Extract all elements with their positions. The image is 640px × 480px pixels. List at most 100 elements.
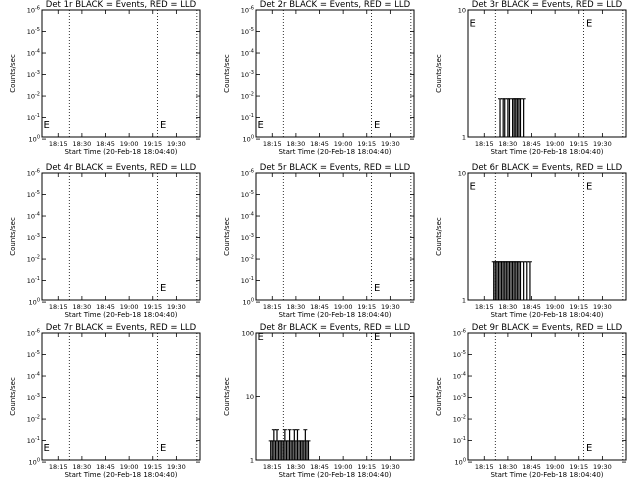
x-tick-label: 19:00 [120, 140, 139, 148]
x-axis-label: Start Time (20-Feb-18 18:04:40) [490, 148, 603, 156]
event-marker: E [258, 332, 264, 343]
histogram-bar [303, 440, 305, 460]
x-tick-label: 18:30 [73, 463, 92, 471]
x-tick-label: 19:15 [357, 463, 376, 471]
y-tick-label: 10-6 [453, 329, 466, 338]
histogram-bar [295, 440, 297, 460]
histogram-bar [298, 440, 300, 460]
x-tick-label: 19:00 [546, 303, 565, 311]
x-tick-label: 18:15 [49, 303, 68, 311]
x-tick-label: 19:30 [381, 303, 400, 311]
histogram-bar [300, 440, 302, 460]
x-tick-label: 18:45 [310, 463, 329, 471]
y-tick-label: 10-4 [27, 212, 40, 221]
y-tick-label: 10-5 [241, 27, 254, 36]
histogram-bar [270, 440, 272, 460]
plot-frame [255, 9, 415, 138]
x-tick-label: 19:30 [167, 140, 186, 148]
x-tick-label: 18:45 [96, 303, 115, 311]
histogram-bar [285, 440, 288, 460]
chart-title: Det 4r BLACK = Events, RED = LLD [46, 163, 197, 173]
y-tick-label: 10-1 [241, 113, 254, 122]
x-tick-label: 18:15 [475, 303, 494, 311]
histogram-bar [513, 98, 515, 137]
chart-panel-7: Det 7r BLACK = Events, RED = LLD 18:15 18:… [9, 323, 201, 479]
x-tick-label: 18:30 [73, 140, 92, 148]
y-tick-label: 1 [250, 457, 254, 465]
x-tick-label: 19:00 [120, 463, 139, 471]
x-tick-label: 18:30 [499, 140, 518, 148]
y-tick-label: 10-1 [453, 436, 466, 445]
event-marker: E [374, 332, 380, 343]
histogram-bar [502, 98, 504, 137]
x-tick-label: 18:15 [49, 140, 68, 148]
event-marker: E [258, 120, 264, 131]
x-tick-label: 19:30 [167, 463, 186, 471]
histogram-bar [513, 261, 515, 300]
histogram-bar [507, 261, 509, 300]
x-axis-label: Start Time (20-Feb-18 18:04:40) [278, 311, 391, 319]
histogram-bar [519, 98, 522, 137]
x-tick-label: 18:15 [49, 463, 68, 471]
histogram-bar [281, 440, 283, 460]
y-axis-label: Counts/sec [223, 377, 231, 416]
histogram-bar [500, 261, 503, 300]
x-tick-label: 18:30 [287, 463, 306, 471]
y-axis-label: Counts/sec [435, 217, 443, 256]
event-marker: E [44, 120, 50, 131]
chart-panel-8: Det 8r BLACK = Events, RED = LLD 18:15 18:… [223, 323, 415, 479]
y-tick-label: 10-3 [27, 70, 40, 79]
chart-title: Det 6r BLACK = Events, RED = LLD [472, 163, 623, 173]
x-tick-label: 19:30 [381, 140, 400, 148]
x-tick-label: 19:30 [593, 303, 612, 311]
x-tick-label: 19:15 [143, 303, 162, 311]
chart-panel-9: Det 9r BLACK = Events, RED = LLD 18:15 18:… [435, 323, 627, 479]
x-axis-label: Start Time (20-Feb-18 18:04:40) [490, 471, 603, 479]
y-tick-label: 10-4 [453, 372, 466, 381]
histogram-bar [276, 429, 278, 460]
y-tick-label: 10-3 [241, 233, 254, 242]
x-tick-label: 18:15 [263, 303, 282, 311]
histogram-bar [284, 429, 286, 460]
y-tick-label: 10-3 [27, 393, 40, 402]
y-tick-label: 10-2 [27, 415, 40, 424]
histogram-bar [504, 261, 506, 300]
chart-panel-4: Det 4r BLACK = Events, RED = LLD 18:15 18:… [9, 163, 201, 319]
chart-panel-1: Det 1r BLACK = Events, RED = LLD 18:15 18:… [9, 0, 201, 156]
x-tick-label: 19:00 [334, 140, 353, 148]
histogram-bar [523, 98, 525, 137]
histogram-bar [296, 429, 299, 460]
histogram-bar [515, 98, 517, 137]
y-tick-label: 100 [455, 458, 466, 467]
histogram-bar [516, 261, 518, 300]
histogram-bar [271, 440, 273, 460]
y-tick-label: 100 [243, 135, 254, 144]
y-tick-label: 10-5 [241, 190, 254, 199]
histogram-bar [496, 261, 498, 300]
y-tick-label: 10-2 [241, 92, 254, 101]
plot-frame [255, 172, 415, 301]
plot-frame [41, 332, 201, 461]
y-axis-label: Counts/sec [9, 377, 17, 416]
histogram-bar [519, 261, 522, 300]
histogram-bar [290, 440, 292, 460]
x-axis-label: Start Time (20-Feb-18 18:04:40) [64, 471, 177, 479]
y-tick-label: 1 [462, 297, 466, 305]
histogram-bar [516, 98, 518, 137]
x-tick-label: 18:15 [475, 140, 494, 148]
y-tick-label: 10-1 [27, 276, 40, 285]
chart-title: Det 9r BLACK = Events, RED = LLD [472, 323, 623, 333]
histogram-bar [508, 98, 511, 137]
histogram-bar [493, 261, 495, 300]
histogram-bar [494, 261, 496, 300]
y-tick-label: 10 [246, 393, 254, 401]
chart-title: Det 8r BLACK = Events, RED = LLD [260, 323, 411, 333]
event-marker: E [374, 283, 380, 294]
y-axis-label: Counts/sec [435, 54, 443, 93]
y-tick-label: 10-1 [27, 436, 40, 445]
plot-frame [41, 9, 201, 138]
x-tick-label: 19:15 [357, 140, 376, 148]
histogram-bar [301, 440, 303, 460]
x-tick-label: 19:00 [546, 140, 565, 148]
